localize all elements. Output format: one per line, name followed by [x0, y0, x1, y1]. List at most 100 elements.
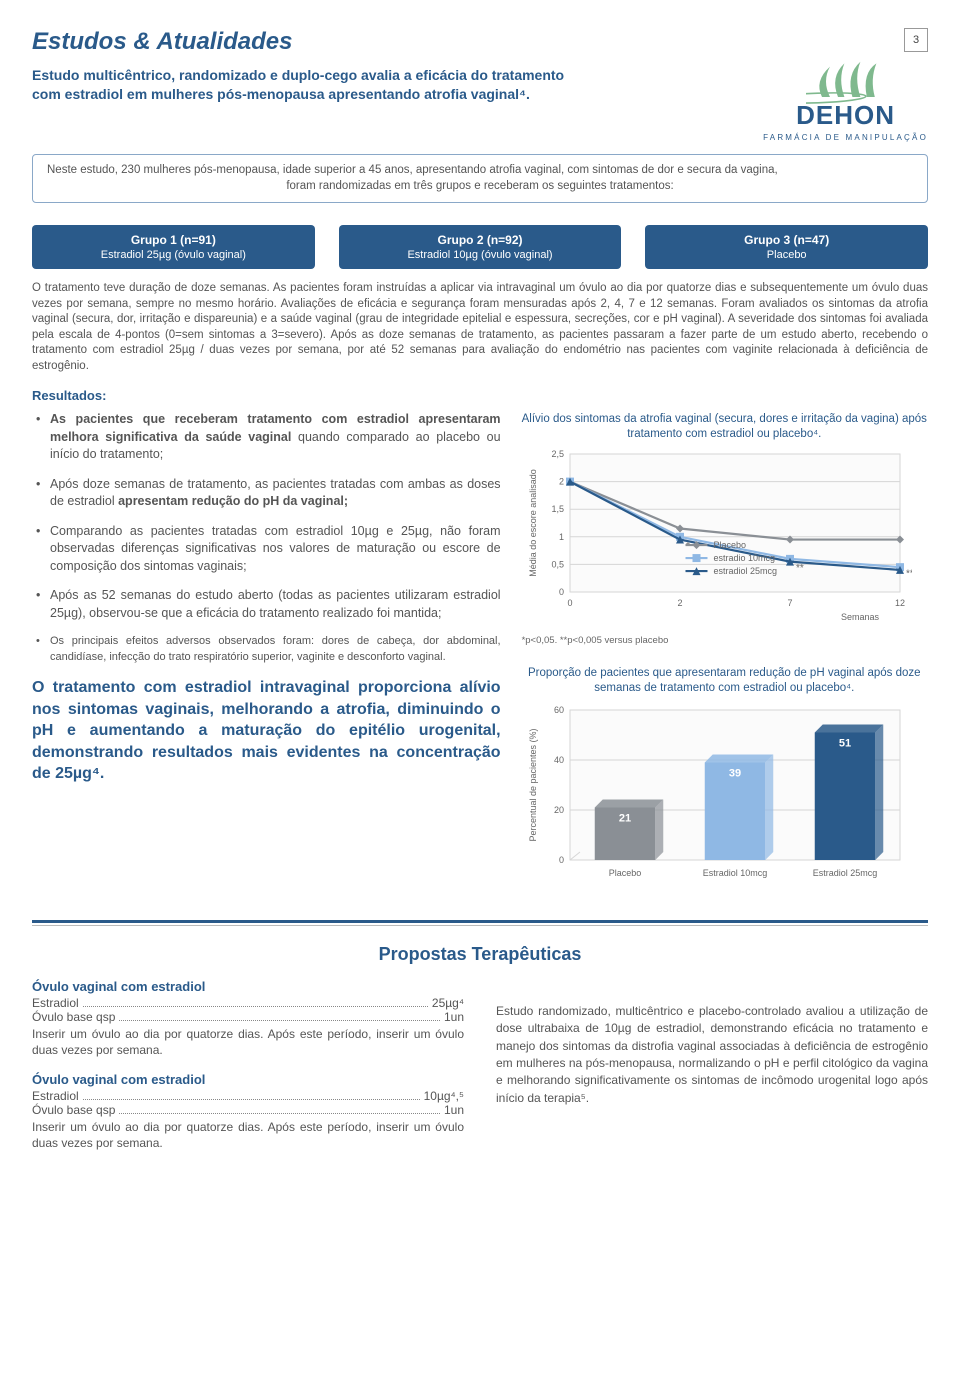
section-divider-thin	[32, 925, 928, 926]
proposal-1-row-1-right: 25µg⁴	[432, 996, 464, 1010]
line-chart-footnote: *p<0,05. **p<0,005 versus placebo	[522, 635, 927, 646]
bullet-3: Comparando as pacientes tratadas com est…	[32, 523, 501, 576]
proposals-left: Óvulo vaginal com estradiol Estradiol 25…	[32, 979, 464, 1166]
svg-text:estradio 10mcg: estradio 10mcg	[713, 553, 775, 563]
bar-chart-box: Proporção de pacientes que apresentaram …	[521, 665, 928, 896]
proposal-2-row-2-left: Óvulo base qsp	[32, 1103, 115, 1117]
svg-text:Placebo: Placebo	[608, 868, 641, 878]
group-1-pill: Grupo 1 (n=91) Estradiol 25µg (óvulo vag…	[32, 225, 315, 269]
svg-text:Média do escore analisado: Média do escore analisado	[528, 469, 538, 577]
proposal-1-row-2: Óvulo base qsp 1un	[32, 1010, 464, 1024]
svg-text:7: 7	[787, 598, 792, 608]
intro-box: Neste estudo, 230 mulheres pós-menopausa…	[32, 154, 928, 203]
group-2-title: Grupo 2 (n=92)	[351, 233, 610, 247]
methodology-paragraph: O tratamento teve duração de doze semana…	[32, 281, 928, 374]
group-3-sub: Placebo	[657, 249, 916, 261]
proposal-1-instructions: Inserir um óvulo ao dia por quatorze dia…	[32, 1026, 464, 1058]
bar-chart-title: Proporção de pacientes que apresentaram …	[522, 666, 927, 696]
svg-text:1: 1	[559, 532, 564, 542]
proposal-1-row-1: Estradiol 25µg⁴	[32, 996, 464, 1010]
svg-text:0,5: 0,5	[551, 559, 564, 569]
section-divider-thick	[32, 920, 928, 923]
svg-text:21: 21	[618, 812, 630, 824]
page-number: 3	[904, 28, 928, 52]
bullet-2-bold: apresentam redução do pH da vaginal;	[118, 494, 348, 508]
group-2-sub: Estradiol 10µg (óvulo vaginal)	[351, 249, 610, 261]
svg-text:12: 12	[895, 598, 905, 608]
proposal-2: Óvulo vaginal com estradiol Estradiol 10…	[32, 1072, 464, 1151]
groups-row: Grupo 1 (n=91) Estradiol 25µg (óvulo vag…	[32, 225, 928, 269]
svg-text:Semanas: Semanas	[841, 612, 880, 622]
header-row: Estudos & Atualidades Estudo multicêntri…	[32, 28, 928, 142]
svg-text:39: 39	[728, 767, 740, 779]
svg-text:**: **	[796, 563, 804, 574]
proposal-2-head: Óvulo vaginal com estradiol	[32, 1072, 464, 1087]
proposal-right-text: Estudo randomizado, multicêntrico e plac…	[496, 1003, 928, 1107]
svg-text:0: 0	[567, 598, 572, 608]
logo-tagline: FARMÁCIA DE MANIPULAÇÃO	[763, 133, 928, 142]
proposal-2-row-1-right: 10µg⁴,⁵	[424, 1089, 464, 1103]
proposal-2-row-2-right: 1un	[444, 1103, 464, 1117]
bullet-5: Os principais efeitos adversos observado…	[32, 634, 501, 665]
proposal-1-row-2-right: 1un	[444, 1010, 464, 1024]
proposal-1: Óvulo vaginal com estradiol Estradiol 25…	[32, 979, 464, 1058]
svg-text:0: 0	[559, 855, 564, 865]
proposals-right: Estudo randomizado, multicêntrico e plac…	[496, 979, 928, 1166]
proposals-title: Propostas Terapêuticas	[32, 944, 928, 965]
proposal-1-row-2-left: Óvulo base qsp	[32, 1010, 115, 1024]
svg-text:**: **	[906, 569, 912, 580]
svg-text:estradiol 25mcg: estradiol 25mcg	[713, 566, 777, 576]
svg-text:2: 2	[559, 477, 564, 487]
dotted-leader	[119, 1113, 440, 1114]
intro-line2: foram randomizadas em três grupos e rece…	[47, 179, 913, 195]
bullet-4: Após as 52 semanas do estudo aberto (tod…	[32, 587, 501, 622]
svg-text:Placebo: Placebo	[713, 540, 746, 550]
page: Estudos & Atualidades Estudo multicêntri…	[0, 0, 960, 1194]
results-left-column: As pacientes que receberam tratamento co…	[32, 411, 501, 896]
svg-text:2,5: 2,5	[551, 449, 564, 459]
bullet-2: Após doze semanas de tratamento, as paci…	[32, 476, 501, 511]
results-bullets: As pacientes que receberam tratamento co…	[32, 411, 501, 665]
logo-block: 3 DEHON FARMÁCIA DE MANIPULAÇÃO	[763, 28, 928, 142]
svg-text:20: 20	[554, 805, 564, 815]
intro-line1: Neste estudo, 230 mulheres pós-menopausa…	[47, 164, 778, 176]
line-chart: 0 0,5 1 1,5 2 2,5 0 2 7 12 Semanas Média do escore …	[522, 446, 912, 626]
group-1-sub: Estradiol 25µg (óvulo vaginal)	[44, 249, 303, 261]
svg-text:Percentual de pacientes (%): Percentual de pacientes (%)	[528, 728, 538, 841]
page-title: Estudos & Atualidades	[32, 28, 763, 56]
line-chart-title: Alívio dos sintomas da atrofia vaginal (…	[522, 412, 927, 442]
results-right-column: Alívio dos sintomas da atrofia vaginal (…	[521, 411, 928, 896]
svg-text:60: 60	[554, 705, 564, 715]
group-3-pill: Grupo 3 (n=47) Placebo	[645, 225, 928, 269]
svg-text:0: 0	[559, 587, 564, 597]
dotted-leader	[119, 1020, 440, 1021]
proposal-1-row-1-left: Estradiol	[32, 996, 79, 1010]
bar-chart: 0204060Percentual de pacientes (%)21Plac…	[522, 700, 912, 890]
proposals-columns: Óvulo vaginal com estradiol Estradiol 25…	[32, 979, 928, 1166]
svg-text:Estradiol 25mcg: Estradiol 25mcg	[812, 868, 877, 878]
group-1-title: Grupo 1 (n=91)	[44, 233, 303, 247]
dotted-leader	[83, 1099, 420, 1100]
group-3-title: Grupo 3 (n=47)	[657, 233, 916, 247]
header-left: Estudos & Atualidades Estudo multicêntri…	[32, 28, 763, 104]
svg-text:*: *	[686, 541, 690, 552]
svg-text:1,5: 1,5	[551, 504, 564, 514]
svg-text:51: 51	[838, 737, 850, 749]
group-2-pill: Grupo 2 (n=92) Estradiol 10µg (óvulo vag…	[339, 225, 622, 269]
dotted-leader	[83, 1006, 428, 1007]
proposal-2-row-1-left: Estradiol	[32, 1089, 79, 1103]
svg-text:2: 2	[677, 598, 682, 608]
proposal-1-head: Óvulo vaginal com estradiol	[32, 979, 464, 994]
proposal-2-row-1: Estradiol 10µg⁴,⁵	[32, 1089, 464, 1103]
results-heading: Resultados:	[32, 388, 928, 403]
conclusion-text: O tratamento com estradiol intravaginal …	[32, 677, 501, 785]
logo-text: DEHON	[796, 100, 895, 131]
proposal-2-row-2: Óvulo base qsp 1un	[32, 1103, 464, 1117]
bullet-1: As pacientes que receberam tratamento co…	[32, 411, 501, 464]
proposal-2-instructions: Inserir um óvulo ao dia por quatorze dia…	[32, 1119, 464, 1151]
results-columns: As pacientes que receberam tratamento co…	[32, 411, 928, 896]
logo-icon	[806, 56, 886, 106]
line-chart-box: Alívio dos sintomas da atrofia vaginal (…	[521, 411, 928, 647]
page-subtitle: Estudo multicêntrico, randomizado e dupl…	[32, 66, 592, 104]
svg-text:Estradiol 10mcg: Estradiol 10mcg	[702, 868, 767, 878]
